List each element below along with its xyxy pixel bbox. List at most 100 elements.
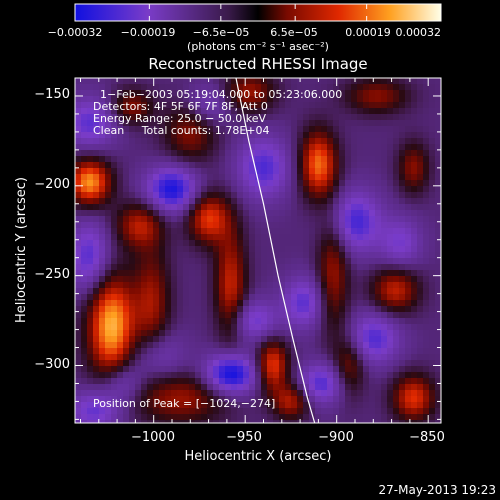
heatmap-cell	[285, 300, 292, 307]
heatmap-cell	[363, 234, 370, 241]
heatmap-cell	[177, 372, 184, 379]
heatmap-cell	[261, 120, 268, 127]
heatmap-cell	[189, 252, 196, 259]
heatmap-cell	[189, 228, 196, 235]
heatmap-cell	[87, 174, 94, 181]
heatmap-cell	[357, 114, 364, 121]
heatmap-cell	[117, 126, 124, 133]
heatmap-cell	[93, 132, 100, 139]
heatmap-cell	[399, 354, 406, 361]
heatmap-cell	[435, 78, 441, 85]
heatmap-cell	[99, 288, 106, 295]
heatmap-cell	[297, 378, 304, 385]
heatmap-cell	[393, 198, 400, 205]
heatmap-cell	[267, 90, 274, 97]
heatmap-cell	[189, 132, 196, 139]
heatmap-cell	[387, 168, 394, 175]
heatmap-cell	[267, 414, 274, 421]
heatmap-cell	[159, 168, 166, 175]
heatmap-cell	[225, 168, 232, 175]
heatmap-cell	[291, 258, 298, 265]
heatmap-cell	[291, 222, 298, 229]
heatmap-cell	[75, 372, 82, 379]
heatmap-cell	[435, 102, 441, 109]
heatmap-cell	[195, 360, 202, 367]
heatmap-cell	[81, 186, 88, 193]
heatmap-cell	[381, 348, 388, 355]
heatmap-cell	[225, 330, 232, 337]
heatmap-cell	[255, 186, 262, 193]
heatmap-cell	[213, 366, 220, 373]
heatmap-cell	[189, 282, 196, 289]
heatmap-cell	[411, 330, 418, 337]
heatmap-cell	[381, 354, 388, 361]
heatmap-cell	[159, 270, 166, 277]
heatmap-cell	[75, 282, 82, 289]
heatmap-cell	[111, 162, 118, 169]
heatmap-cell	[387, 420, 394, 423]
heatmap-cell	[183, 120, 190, 127]
heatmap-cell	[117, 384, 124, 391]
heatmap-cell	[123, 342, 130, 349]
heatmap-cell	[261, 264, 268, 271]
heatmap-cell	[291, 108, 298, 115]
heatmap-cell	[207, 132, 214, 139]
heatmap-cell	[147, 138, 154, 145]
heatmap-cell	[207, 108, 214, 115]
heatmap-cell	[213, 384, 220, 391]
heatmap-cell	[195, 420, 202, 423]
heatmap-cell	[393, 126, 400, 133]
heatmap-cell	[285, 384, 292, 391]
heatmap-cell	[141, 228, 148, 235]
heatmap-cell	[165, 252, 172, 259]
heatmap-cell	[219, 126, 226, 133]
heatmap-cell	[111, 102, 118, 109]
heatmap-cell	[213, 264, 220, 271]
heatmap-cell	[153, 252, 160, 259]
heatmap-cell	[249, 192, 256, 199]
heatmap-cell	[81, 240, 88, 247]
heatmap-cell	[321, 210, 328, 217]
heatmap-cell	[375, 360, 382, 367]
heatmap-cell	[369, 420, 376, 423]
heatmap-cell	[399, 204, 406, 211]
heatmap-cell	[159, 156, 166, 163]
heatmap-cell	[75, 216, 82, 223]
heatmap-cell	[327, 198, 334, 205]
heatmap-cell	[93, 354, 100, 361]
heatmap-cell	[105, 126, 112, 133]
heatmap-cell	[303, 348, 310, 355]
heatmap-cell	[411, 180, 418, 187]
heatmap-cell	[189, 294, 196, 301]
heatmap-cell	[381, 300, 388, 307]
heatmap-cell	[429, 330, 436, 337]
heatmap-cell	[189, 300, 196, 307]
heatmap-cell	[375, 204, 382, 211]
heatmap-cell	[369, 372, 376, 379]
heatmap-cell	[213, 270, 220, 277]
heatmap-cell	[231, 300, 238, 307]
heatmap-cell	[93, 360, 100, 367]
heatmap-cell	[147, 150, 154, 157]
heatmap-cell	[339, 240, 346, 247]
heatmap-cell	[417, 378, 424, 385]
heatmap-cell	[213, 312, 220, 319]
heatmap-cell	[237, 162, 244, 169]
heatmap-cell	[165, 246, 172, 253]
heatmap-cell	[201, 384, 208, 391]
heatmap-cell	[345, 372, 352, 379]
heatmap-cell	[261, 96, 268, 103]
heatmap-cell	[195, 78, 202, 85]
heatmap-cell	[165, 120, 172, 127]
heatmap-cell	[99, 102, 106, 109]
heatmap-cell	[249, 312, 256, 319]
heatmap-cell	[261, 186, 268, 193]
heatmap-cell	[225, 210, 232, 217]
heatmap-cell	[375, 132, 382, 139]
heatmap-cell	[117, 96, 124, 103]
heatmap-cell	[327, 222, 334, 229]
colorbar-tick-label: 0.00032	[396, 26, 442, 39]
heatmap-cell	[75, 222, 82, 229]
heatmap-cell	[111, 408, 118, 415]
heatmap-cell	[297, 288, 304, 295]
